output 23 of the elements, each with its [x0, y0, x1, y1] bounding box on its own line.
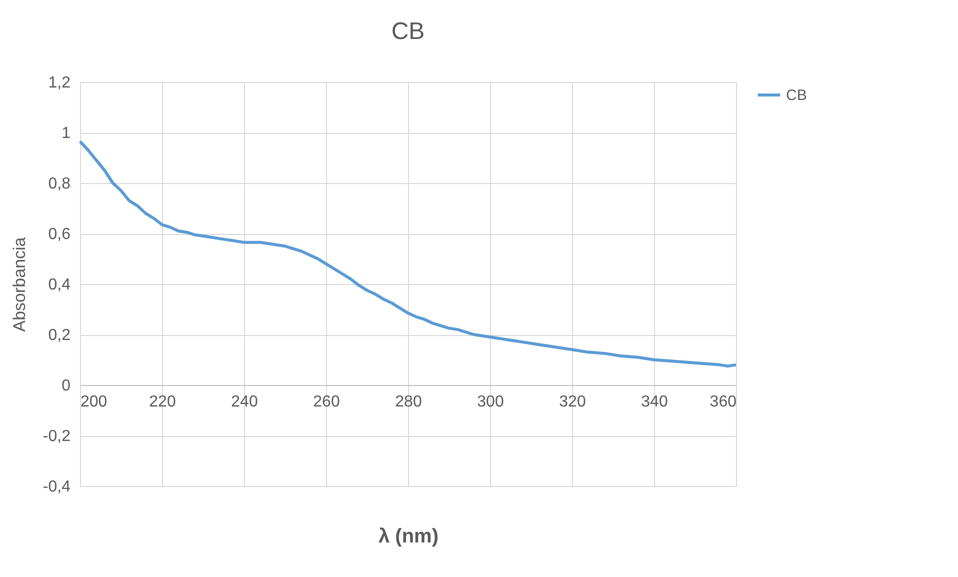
y-tick-label: -0,2: [42, 428, 71, 445]
x-tick-label: 200: [80, 394, 108, 410]
y-tick-label: 1,2: [48, 74, 71, 92]
x-tick-label: 280: [395, 394, 422, 410]
y-tick-label: 0,2: [48, 327, 71, 344]
y-tick-label: -0,4: [42, 478, 71, 496]
x-tick-label: 340: [641, 394, 668, 410]
y-tick-label: 0,6: [48, 226, 71, 243]
y-tick-label: 0,4: [48, 276, 71, 294]
x-tick-label: 300: [477, 394, 504, 410]
y-tick-label: 0,8: [48, 176, 71, 192]
chart-title: CB: [391, 18, 425, 45]
x-tick-label: 320: [559, 394, 586, 410]
y-tick-label: 1: [62, 125, 71, 142]
x-tick-label: 220: [149, 394, 176, 410]
x-axis-title: λ (nm): [378, 526, 438, 548]
x-tick-label: 360: [710, 394, 737, 410]
legend-label: CB: [786, 87, 807, 104]
x-tick-label: 240: [231, 394, 258, 410]
x-tick-label: 260: [313, 394, 340, 410]
line-series: [78, 140, 738, 368]
y-tick-label: 0: [62, 378, 71, 394]
y-axis-title: Absorbancia: [10, 236, 29, 332]
